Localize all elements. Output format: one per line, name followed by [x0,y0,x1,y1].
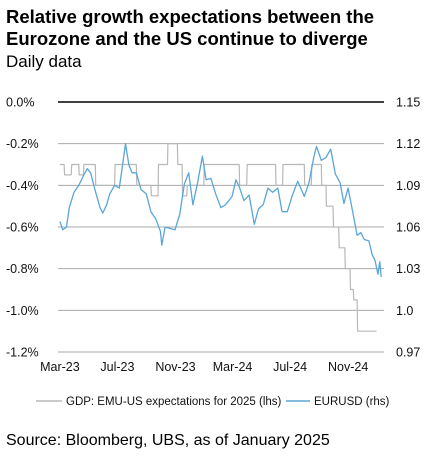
y-left-tick-label: -1.0% [6,304,39,318]
y-right-tick-label: 1.0 [396,304,413,318]
y-right-tick-label: 0.97 [396,346,420,360]
legend: GDP: EMU-US expectations for 2025 (lhs) E… [36,396,390,408]
line-chart: 0.0% 1.15 -0.2% 1.12 -0.4% 1.09 -0.6% 1.06 -0.8%… [6,96,420,409]
x-tick-label: Jul-23 [100,360,134,374]
legend-label-gdp: GDP: EMU-US expectations for 2025 (lhs) [66,396,282,408]
y-left-tick-label: -0.8% [6,262,39,276]
chart-subtitle: Daily data [6,52,82,71]
axis-labels: 0.0% 1.15 -0.2% 1.12 -0.4% 1.09 -0.6% 1.06 -0.8%… [6,96,420,375]
y-left-tick-label: -1.2% [6,346,39,360]
y-left-tick-label: 0.0% [6,96,35,110]
legend-label-eurusd: EURUSD (rhs) [314,396,390,408]
source-note: Source: Bloomberg, UBS, as of January 20… [6,432,330,449]
gdp-series-line [59,143,377,332]
y-right-tick-label: 1.09 [396,179,420,193]
x-tick-label: Nov-23 [155,360,195,374]
x-tick-label: Mar-24 [213,360,253,374]
y-right-tick-label: 1.12 [396,137,420,151]
y-left-tick-label: -0.4% [6,179,39,193]
chart-title: Relative growth expectations between the… [6,6,375,49]
x-tick-label: Nov-24 [328,360,368,374]
x-tick-label: Mar-23 [40,360,80,374]
y-right-tick-label: 1.06 [396,221,420,235]
eurusd-series-line [59,143,382,278]
y-left-tick-label: -0.2% [6,137,39,151]
y-left-tick-label: -0.6% [6,221,39,235]
series-lines [59,143,382,332]
y-right-tick-label: 1.03 [396,262,420,276]
x-tick-label: Jul-24 [273,360,307,374]
y-right-tick-label: 1.15 [396,96,420,110]
